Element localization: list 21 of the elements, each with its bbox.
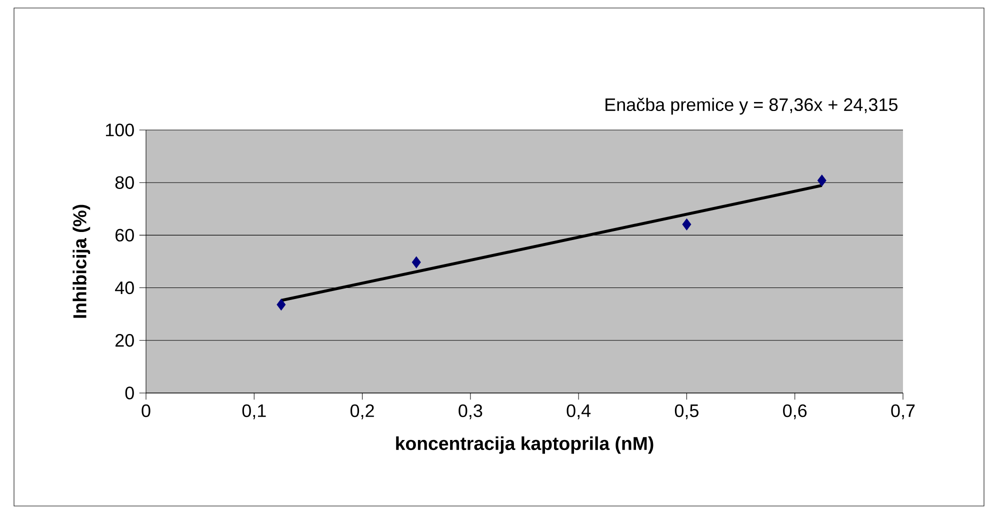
text: Enačba premice y = 87,36x + 24,315 bbox=[606, 98, 898, 115]
point bbox=[682, 218, 692, 230]
y-tick-label: 80 bbox=[115, 176, 134, 189]
x-tick-label: 0 bbox=[142, 404, 150, 418]
point bbox=[276, 298, 286, 310]
x-axis-title: koncentracija kaptoprila (nM) bbox=[396, 436, 654, 454]
y-tick-label: 0 bbox=[125, 386, 134, 400]
x-tick-label: 0,7 bbox=[891, 404, 915, 420]
x-tick-label: 0,2 bbox=[350, 404, 374, 420]
x-tick-label: 0,4 bbox=[566, 404, 591, 420]
x-tick-label: 0,6 bbox=[783, 404, 807, 420]
y-tick-label: 20 bbox=[116, 334, 134, 347]
x-tick-label: 0,5 bbox=[674, 404, 698, 420]
y-tick-label: 40 bbox=[115, 281, 134, 294]
x-tick-label: 0,3 bbox=[458, 404, 482, 420]
x-tick-label: 0,1 bbox=[242, 404, 266, 420]
y-tick-label: 100 bbox=[106, 124, 134, 136]
y-tick-label: 60 bbox=[116, 228, 134, 242]
point bbox=[412, 256, 421, 268]
point bbox=[817, 174, 826, 186]
y-axis-title: Inhibicija (%) bbox=[72, 204, 90, 318]
